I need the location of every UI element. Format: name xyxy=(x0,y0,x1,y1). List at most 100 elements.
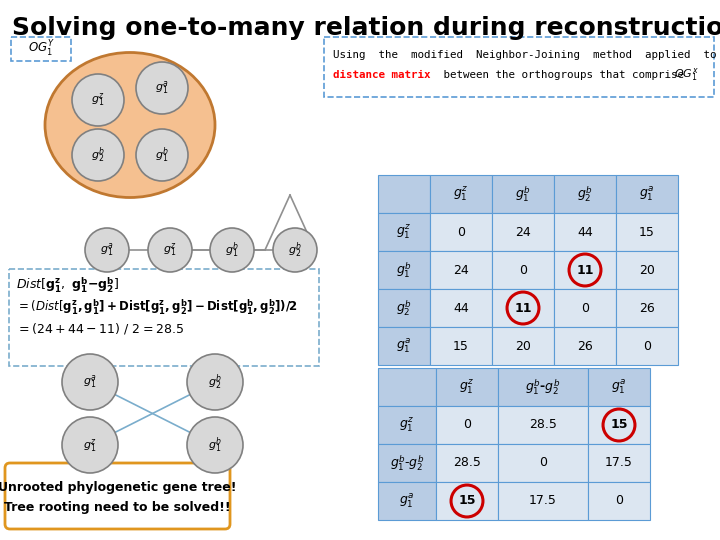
Bar xyxy=(616,289,678,327)
Text: $g_2^b$: $g_2^b$ xyxy=(91,145,105,165)
Bar xyxy=(616,251,678,289)
Circle shape xyxy=(72,74,124,126)
Text: $= (24 + 44 - 11)\ /\ 2 = 28.5$: $= (24 + 44 - 11)\ /\ 2 = 28.5$ xyxy=(16,321,184,335)
Text: $g_1^z$: $g_1^z$ xyxy=(163,241,177,259)
Text: $g_1^z$: $g_1^z$ xyxy=(459,378,474,396)
Text: $g_2^b$: $g_2^b$ xyxy=(577,184,593,204)
Ellipse shape xyxy=(45,52,215,198)
Bar xyxy=(498,368,588,406)
Text: 0: 0 xyxy=(457,226,465,239)
Bar xyxy=(554,213,616,251)
Circle shape xyxy=(136,129,188,181)
Bar xyxy=(430,175,492,213)
Text: 17.5: 17.5 xyxy=(605,456,633,469)
Circle shape xyxy=(62,417,118,473)
FancyBboxPatch shape xyxy=(11,37,71,61)
Bar xyxy=(498,444,588,482)
Text: $g_1^a$: $g_1^a$ xyxy=(400,492,415,510)
FancyBboxPatch shape xyxy=(9,269,319,366)
Bar xyxy=(492,213,554,251)
Text: $g_1^a$: $g_1^a$ xyxy=(639,185,654,202)
Bar xyxy=(492,175,554,213)
Text: $g_1^a$: $g_1^a$ xyxy=(83,374,97,390)
Bar xyxy=(554,327,616,365)
Bar xyxy=(378,368,436,406)
Text: $g_1^z$: $g_1^z$ xyxy=(400,416,415,434)
Text: 11: 11 xyxy=(576,264,594,276)
Text: $g_1^a$: $g_1^a$ xyxy=(155,79,169,97)
Text: 0: 0 xyxy=(463,418,471,431)
Circle shape xyxy=(148,228,192,272)
Text: $\it{Dist}[$$\bf{g_1^z}$$\it{,\ }$$\bf{g_1^b}$$\bf{-}$$\bf{g_2^b}$$\it{]}$: $\it{Dist}[$$\bf{g_1^z}$$\it{,\ }$$\bf{g… xyxy=(16,275,119,295)
Bar xyxy=(588,444,650,482)
Text: 17.5: 17.5 xyxy=(529,495,557,508)
Text: $g_1^a$: $g_1^a$ xyxy=(100,241,114,259)
Text: $g_1^b$-$g_2^b$: $g_1^b$-$g_2^b$ xyxy=(526,377,561,397)
Bar xyxy=(492,289,554,327)
Bar xyxy=(616,213,678,251)
Circle shape xyxy=(62,354,118,410)
Text: 15: 15 xyxy=(458,495,476,508)
Bar xyxy=(492,251,554,289)
Bar xyxy=(378,251,430,289)
Bar xyxy=(430,327,492,365)
Bar xyxy=(436,482,498,520)
Bar xyxy=(554,289,616,327)
Text: 0: 0 xyxy=(615,495,623,508)
Bar xyxy=(588,406,650,444)
Circle shape xyxy=(210,228,254,272)
Text: 28.5: 28.5 xyxy=(453,456,481,469)
Bar xyxy=(498,406,588,444)
Circle shape xyxy=(273,228,317,272)
Text: $g_1^z$: $g_1^z$ xyxy=(83,436,97,454)
Text: Unrooted phylogenetic gene tree!: Unrooted phylogenetic gene tree! xyxy=(0,481,236,494)
Bar xyxy=(378,213,430,251)
Bar xyxy=(616,327,678,365)
Bar xyxy=(378,444,436,482)
Text: Using  the  modified  Neighbor-Joining  method  applied  to  the: Using the modified Neighbor-Joining meth… xyxy=(333,50,720,60)
Text: 0: 0 xyxy=(539,456,547,469)
Circle shape xyxy=(136,62,188,114)
Bar xyxy=(436,406,498,444)
Text: $g_2^b$: $g_2^b$ xyxy=(288,240,302,260)
Bar xyxy=(588,368,650,406)
Text: $g_1^a$: $g_1^a$ xyxy=(611,378,626,396)
Text: 15: 15 xyxy=(639,226,655,239)
Text: $g_2^b$: $g_2^b$ xyxy=(208,372,222,392)
Text: Solving one-to-many relation during reconstruction: Solving one-to-many relation during reco… xyxy=(12,16,720,40)
Bar xyxy=(430,213,492,251)
Text: 44: 44 xyxy=(577,226,593,239)
Text: $g_1^b$-$g_2^b$: $g_1^b$-$g_2^b$ xyxy=(390,453,424,472)
Text: $g_1^z$: $g_1^z$ xyxy=(454,185,469,202)
Bar xyxy=(378,289,430,327)
Text: 20: 20 xyxy=(515,340,531,353)
Text: $g_1^b$: $g_1^b$ xyxy=(516,184,531,204)
Bar xyxy=(430,289,492,327)
Text: $= (Dist[\bf{g_1^z},\bf{g_1^b}] + Dist[\bf{g_1^z},\bf{g_2^b}] - Dist[\bf{g_1^b},: $= (Dist[\bf{g_1^z},\bf{g_1^b}] + Dist[\… xyxy=(16,298,298,316)
Text: 24: 24 xyxy=(515,226,531,239)
Bar xyxy=(378,406,436,444)
Bar xyxy=(554,175,616,213)
Circle shape xyxy=(187,417,243,473)
Text: 0: 0 xyxy=(519,264,527,276)
Text: 28.5: 28.5 xyxy=(529,418,557,431)
FancyBboxPatch shape xyxy=(324,37,714,97)
Text: $g_1^b$: $g_1^b$ xyxy=(396,260,412,280)
FancyBboxPatch shape xyxy=(5,463,230,529)
Bar xyxy=(430,251,492,289)
Text: 0: 0 xyxy=(581,301,589,314)
Bar xyxy=(378,327,430,365)
Circle shape xyxy=(187,354,243,410)
Circle shape xyxy=(85,228,129,272)
Bar xyxy=(554,251,616,289)
Text: $OG_1^Y$: $OG_1^Y$ xyxy=(27,39,55,59)
Text: $g_1^a$: $g_1^a$ xyxy=(396,338,412,355)
Bar xyxy=(378,482,436,520)
Text: $g_1^b$: $g_1^b$ xyxy=(225,240,239,260)
Bar xyxy=(588,482,650,520)
Text: between the orthogroups that comprise: between the orthogroups that comprise xyxy=(437,70,690,80)
Text: $g_1^z$: $g_1^z$ xyxy=(91,91,105,109)
Text: 15: 15 xyxy=(453,340,469,353)
Bar xyxy=(436,368,498,406)
Text: 20: 20 xyxy=(639,264,655,276)
